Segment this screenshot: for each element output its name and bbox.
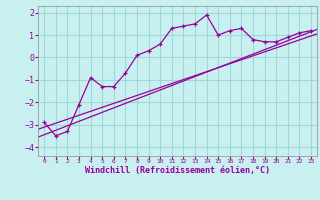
X-axis label: Windchill (Refroidissement éolien,°C): Windchill (Refroidissement éolien,°C) [85,166,270,175]
